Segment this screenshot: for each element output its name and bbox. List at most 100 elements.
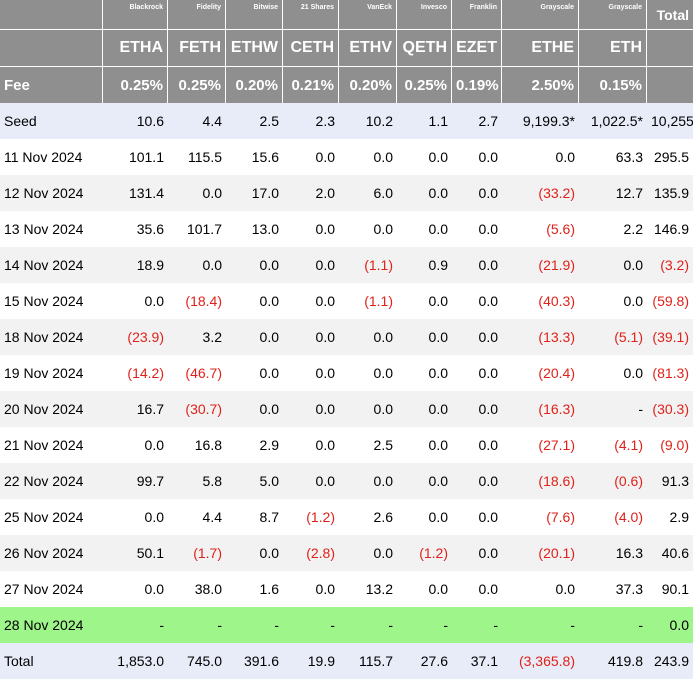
row-total-cell: 40.6 bbox=[647, 535, 693, 571]
flow-cell: 0.0 bbox=[452, 571, 502, 607]
flow-cell: 115.7 bbox=[339, 643, 397, 679]
flow-cell: 0.0 bbox=[452, 319, 502, 355]
flow-cell: 2.7 bbox=[452, 103, 502, 139]
flow-cell: 0.0 bbox=[103, 283, 168, 319]
flow-cell: 391.6 bbox=[226, 643, 283, 679]
fee-cell: 2.50% bbox=[502, 67, 579, 103]
flow-cell: 131.4 bbox=[103, 175, 168, 211]
flow-cell: 16.8 bbox=[168, 427, 226, 463]
fee-cell: 0.20% bbox=[226, 67, 283, 103]
table-row: 18 Nov 2024 (23.9) 3.2 0.0 0.0 0.0 0.0 0.0 (13.3… bbox=[0, 319, 693, 355]
flow-cell: 0.0 bbox=[339, 391, 397, 427]
flow-cell: 1.1 bbox=[397, 103, 452, 139]
flow-cell: (2.8) bbox=[283, 535, 339, 571]
flow-cell: 2.6 bbox=[339, 499, 397, 535]
corner-cell bbox=[0, 0, 103, 30]
flow-cell: 8.7 bbox=[226, 499, 283, 535]
flow-cell: 101.1 bbox=[103, 139, 168, 175]
ticker-header: ETHV bbox=[339, 30, 397, 67]
flow-cell: 0.0 bbox=[168, 247, 226, 283]
fee-row: Fee 0.25% 0.25% 0.20% 0.21% 0.20% 0.25% … bbox=[0, 67, 693, 103]
flow-cell: (0.6) bbox=[579, 463, 647, 499]
row-label: 28 Nov 2024 bbox=[0, 607, 103, 643]
flow-cell: 63.3 bbox=[579, 139, 647, 175]
fee-cell: 0.25% bbox=[397, 67, 452, 103]
flow-cell: 13.0 bbox=[226, 211, 283, 247]
flow-cell: 0.0 bbox=[397, 355, 452, 391]
table-row: 28 Nov 2024- - - - - - - - -0.0 bbox=[0, 607, 693, 643]
flow-cell: - bbox=[103, 607, 168, 643]
flow-cell: (20.4) bbox=[502, 355, 579, 391]
table-row: 25 Nov 2024 0.0 4.4 8.7 (1.2) 2.6 0.0 0.0 (7.6)(… bbox=[0, 499, 693, 535]
ticker-header: ETHE bbox=[502, 30, 579, 67]
flow-cell: 0.0 bbox=[452, 175, 502, 211]
row-label: 18 Nov 2024 bbox=[0, 319, 103, 355]
flow-cell: 10.2 bbox=[339, 103, 397, 139]
row-total-cell: (81.3) bbox=[647, 355, 693, 391]
table-row: 14 Nov 2024 18.9 0.0 0.0 0.0 (1.1) 0.9 0.0 (21.9… bbox=[0, 247, 693, 283]
issuer-header: Fidelity bbox=[168, 0, 226, 30]
flow-cell: 0.0 bbox=[452, 355, 502, 391]
flow-cell: (18.6) bbox=[502, 463, 579, 499]
flow-cell: 2.5 bbox=[339, 427, 397, 463]
flow-cell: 0.0 bbox=[452, 139, 502, 175]
flow-cell: 745.0 bbox=[168, 643, 226, 679]
flow-cell: 0.0 bbox=[452, 499, 502, 535]
table-row: 27 Nov 2024 0.0 38.0 1.6 0.0 13.2 0.0 0.0 0.0 37.… bbox=[0, 571, 693, 607]
ticker-corner-cell bbox=[0, 30, 103, 67]
row-total-cell: 91.3 bbox=[647, 463, 693, 499]
flow-cell: 0.0 bbox=[283, 571, 339, 607]
ticker-header: QETH bbox=[397, 30, 452, 67]
row-total-cell: 243.9 bbox=[647, 643, 693, 679]
row-label: 25 Nov 2024 bbox=[0, 499, 103, 535]
flow-cell: (27.1) bbox=[502, 427, 579, 463]
flow-cell: 0.0 bbox=[283, 247, 339, 283]
flow-cell: 0.0 bbox=[397, 427, 452, 463]
flow-cell: 0.0 bbox=[397, 499, 452, 535]
issuer-header: VanEck bbox=[339, 0, 397, 30]
table-row: 15 Nov 2024 0.0 (18.4) 0.0 0.0 (1.1) 0.0 0.0 (40… bbox=[0, 283, 693, 319]
fee-cell: 0.25% bbox=[103, 67, 168, 103]
flow-cell: 6.0 bbox=[339, 175, 397, 211]
flow-cell: 3.2 bbox=[168, 319, 226, 355]
flow-cell: 2.5 bbox=[226, 103, 283, 139]
flow-cell: (13.3) bbox=[502, 319, 579, 355]
ticker-total-cell bbox=[647, 30, 693, 67]
flow-cell: 0.0 bbox=[283, 355, 339, 391]
flow-cell: 4.4 bbox=[168, 103, 226, 139]
flow-cell: 0.0 bbox=[397, 463, 452, 499]
table-row: 20 Nov 2024 16.7 (30.7) 0.0 0.0 0.0 0.0 0.0 (16.… bbox=[0, 391, 693, 427]
flow-cell: 37.1 bbox=[452, 643, 502, 679]
flow-cell: 0.0 bbox=[283, 283, 339, 319]
flow-cell: (5.1) bbox=[579, 319, 647, 355]
flow-cell: (1.7) bbox=[168, 535, 226, 571]
flow-cell: 0.0 bbox=[452, 463, 502, 499]
flow-cell: (1.1) bbox=[339, 247, 397, 283]
flow-cell: 4.4 bbox=[168, 499, 226, 535]
flow-cell: (21.9) bbox=[502, 247, 579, 283]
row-label: Seed bbox=[0, 103, 103, 139]
row-total-cell: (3.2) bbox=[647, 247, 693, 283]
flow-cell: 2.2 bbox=[579, 211, 647, 247]
flow-cell: - bbox=[168, 607, 226, 643]
flow-cell: 5.0 bbox=[226, 463, 283, 499]
flow-cell: (4.0) bbox=[579, 499, 647, 535]
row-total-cell: 135.9 bbox=[647, 175, 693, 211]
flow-cell: (20.1) bbox=[502, 535, 579, 571]
flow-cell: 17.0 bbox=[226, 175, 283, 211]
issuer-header: 21 Shares bbox=[283, 0, 339, 30]
flow-cell: 27.6 bbox=[397, 643, 452, 679]
fee-cell: 0.20% bbox=[339, 67, 397, 103]
table-row: 26 Nov 2024 50.1 (1.7) 0.0 (2.8) 0.0 (1.2) 0.0(… bbox=[0, 535, 693, 571]
flow-cell: (46.7) bbox=[168, 355, 226, 391]
flow-cell: 0.0 bbox=[452, 247, 502, 283]
flow-cell: 0.0 bbox=[502, 571, 579, 607]
table-row: 11 Nov 2024 101.1 115.5 15.6 0.0 0.0 0.0 0.0 0.0… bbox=[0, 139, 693, 175]
flow-cell: 1,853.0 bbox=[103, 643, 168, 679]
flow-cell: 0.0 bbox=[226, 355, 283, 391]
flow-cell: 1.6 bbox=[226, 571, 283, 607]
flow-cell: (4.1) bbox=[579, 427, 647, 463]
flow-cell: 99.7 bbox=[103, 463, 168, 499]
flow-cell: (16.3) bbox=[502, 391, 579, 427]
